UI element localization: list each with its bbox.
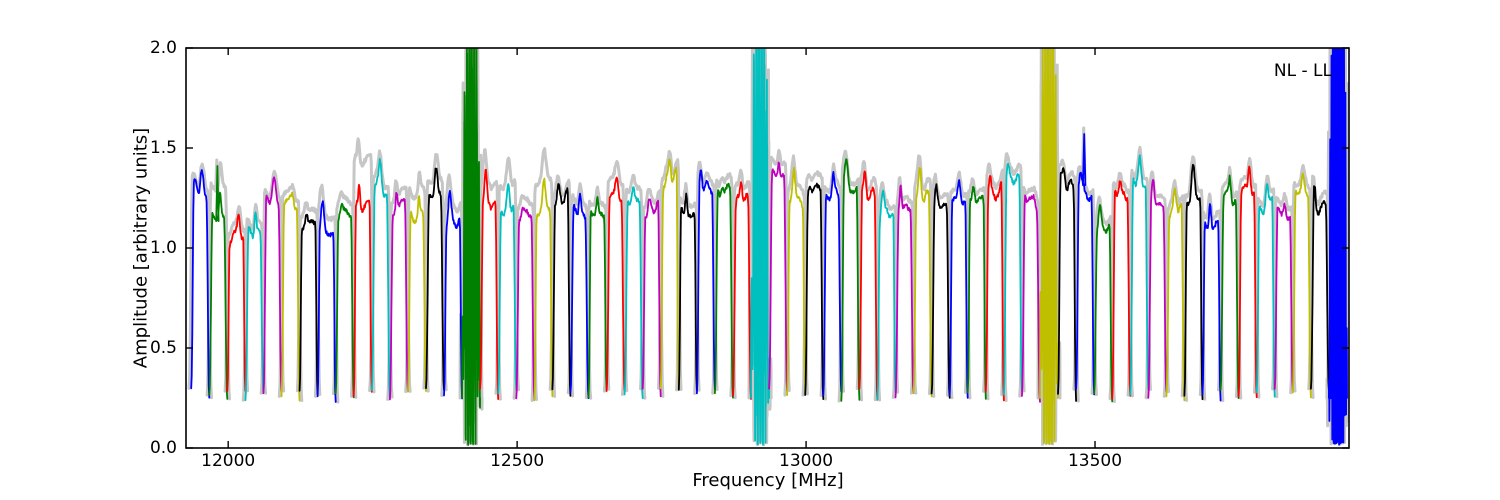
x-tick-label: 12500 — [490, 451, 545, 471]
y-tick-label: 1.0 — [149, 238, 177, 258]
x-tick-label: 13000 — [779, 451, 834, 471]
y-tick-label: 1.5 — [149, 138, 177, 158]
x-tick-label: 12000 — [201, 451, 256, 471]
y-tick-label: 2.0 — [149, 38, 177, 58]
x-tick-label: 13500 — [1067, 451, 1123, 471]
y-tick-label: 0.0 — [149, 438, 177, 458]
y-axis-label: Amplitude [arbitrary units] — [130, 127, 152, 369]
y-tick-label: 0.5 — [149, 338, 177, 358]
x-axis-label: Frequency [MHz] — [692, 470, 844, 491]
polarization-label: NL - LL — [1273, 61, 1332, 81]
